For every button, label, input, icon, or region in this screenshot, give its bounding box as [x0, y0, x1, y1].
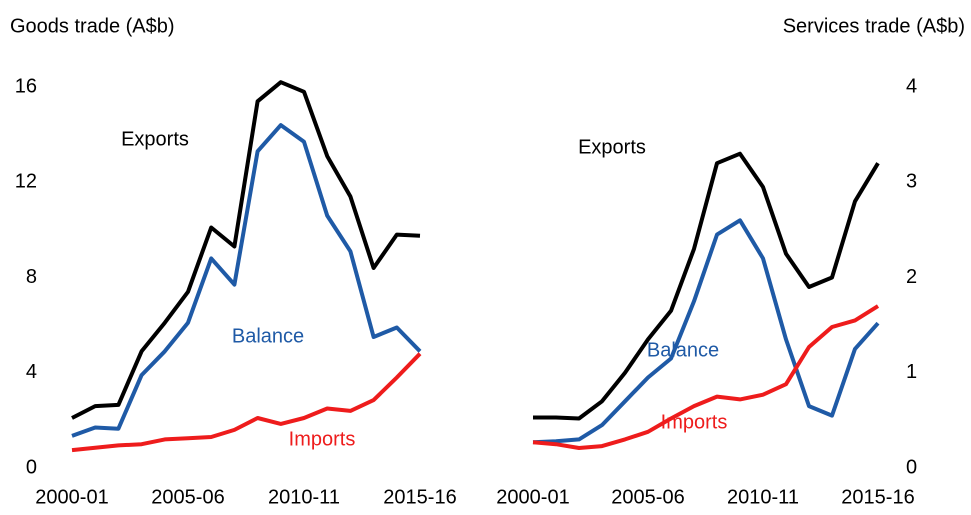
- series-label: Imports: [289, 428, 356, 450]
- series-label: Balance: [232, 325, 304, 347]
- x-tick-label: 2005-06: [151, 486, 224, 508]
- x-tick-label: 2010-11: [268, 486, 340, 508]
- axis-title: Services trade (A$b): [783, 15, 965, 37]
- y-tick-label: 16: [15, 75, 37, 97]
- y-tick-label: 12: [15, 171, 37, 193]
- axis-title: Goods trade (A$b): [10, 15, 175, 37]
- series-line: [71, 80, 421, 420]
- x-tick-label: 2015-16: [841, 486, 914, 508]
- series-line: [532, 304, 880, 450]
- series-label: Balance: [647, 339, 719, 361]
- y-tick-label: 1: [906, 361, 917, 383]
- x-tick-label: 2010-11: [727, 486, 799, 508]
- y-tick-label: 0: [906, 456, 917, 478]
- x-tick-label: 2015-16: [383, 486, 456, 508]
- y-tick-label: 2: [906, 266, 917, 288]
- x-tick-label: 2000-01: [35, 486, 108, 508]
- series-label: Exports: [121, 128, 189, 150]
- y-tick-label: 4: [26, 361, 37, 383]
- series-line: [533, 151, 880, 421]
- series-line: [532, 218, 880, 445]
- x-tick-label: 2000-01: [496, 486, 569, 508]
- y-tick-label: 4: [906, 75, 917, 97]
- y-tick-label: 0: [26, 456, 37, 478]
- series-line: [71, 123, 422, 438]
- y-tick-label: 3: [906, 171, 917, 193]
- y-tick-label: 8: [26, 266, 37, 288]
- x-tick-label: 2005-06: [611, 486, 684, 508]
- series-line: [71, 352, 422, 453]
- series-label: Exports: [578, 136, 646, 158]
- series-label: Imports: [661, 411, 728, 433]
